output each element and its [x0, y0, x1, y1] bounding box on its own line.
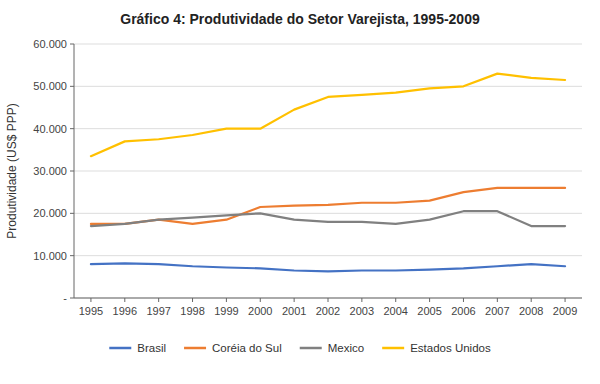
x-tick-label: 2009 — [553, 305, 577, 317]
x-tick — [497, 298, 498, 302]
x-tick-label: 1998 — [180, 305, 204, 317]
legend-swatch — [300, 347, 322, 350]
x-tick-label: 1999 — [214, 305, 238, 317]
x-tick-label: 1996 — [113, 305, 137, 317]
series-line — [91, 263, 565, 271]
x-tick-label: 2000 — [248, 305, 272, 317]
grid-line — [74, 86, 582, 87]
plot-area — [91, 74, 565, 272]
x-tick-label: 2004 — [383, 305, 407, 317]
x-tick — [124, 298, 125, 302]
grid-line — [74, 44, 582, 45]
x-tick — [294, 298, 295, 302]
y-tick-label: 50.000 — [33, 80, 67, 92]
y-axis — [74, 44, 75, 298]
x-tick-label: 2008 — [519, 305, 543, 317]
legend-label: Estados Unidos — [410, 342, 491, 354]
y-tick-label: - — [63, 292, 67, 304]
x-tick — [463, 298, 464, 302]
background — [0, 0, 600, 384]
grid-line — [74, 128, 582, 129]
legend-label: Coréia do Sul — [212, 342, 282, 354]
y-axis-label: Produtividade (US$ PPP) — [5, 103, 19, 238]
x-tick — [328, 298, 329, 302]
x-tick — [531, 298, 532, 302]
y-tick — [70, 128, 74, 129]
chart: Gráfico 4: Produtividade do Setor Vareji… — [0, 0, 600, 384]
y-tick-label: 10.000 — [33, 250, 67, 262]
legend-item: Coréia do Sul — [184, 342, 282, 354]
x-tick — [158, 298, 159, 302]
series-line — [91, 74, 565, 157]
x-tick — [395, 298, 396, 302]
x-tick — [90, 298, 91, 302]
x-tick-label: 2001 — [282, 305, 306, 317]
legend: Brasil Coréia do Sul Mexico Estados Unidos — [109, 342, 491, 354]
grid-line — [74, 298, 582, 299]
y-tick — [70, 255, 74, 256]
grid-line — [74, 171, 582, 172]
x-axis — [74, 298, 582, 299]
legend-item: Mexico — [300, 342, 364, 354]
title: Gráfico 4: Produtividade do Setor Vareji… — [120, 11, 480, 27]
x-tick — [226, 298, 227, 302]
legend-swatch — [184, 347, 206, 350]
legend-item: Brasil — [109, 342, 166, 354]
y-tick — [70, 44, 74, 45]
x-tick — [260, 298, 261, 302]
x-tick-label: 2007 — [485, 305, 509, 317]
legend-item: Estados Unidos — [382, 342, 491, 354]
y-tick-label: 20.000 — [33, 207, 67, 219]
y-tick — [70, 171, 74, 172]
x-tick — [361, 298, 362, 302]
grid-line — [74, 213, 582, 214]
x-tick-label: 2005 — [417, 305, 441, 317]
y-tick-label: 30.000 — [33, 165, 67, 177]
x-tick-label: 2003 — [350, 305, 374, 317]
x-tick-label: 2006 — [451, 305, 475, 317]
grid — [74, 44, 582, 298]
x-tick-label: 1997 — [146, 305, 170, 317]
y-tick-label: 40.000 — [33, 123, 67, 135]
legend-swatch — [109, 347, 131, 350]
y-tick — [70, 213, 74, 214]
y-tick — [70, 298, 74, 299]
legend-swatch — [382, 347, 404, 350]
x-tick — [192, 298, 193, 302]
x-tick — [565, 298, 566, 302]
x-tick-label: 2002 — [316, 305, 340, 317]
series-line — [91, 211, 565, 226]
x-tick — [429, 298, 430, 302]
x-tick-label: 1995 — [79, 305, 103, 317]
legend-label: Brasil — [137, 342, 166, 354]
legend-label: Mexico — [328, 342, 364, 354]
y-tick — [70, 86, 74, 87]
grid-line — [74, 255, 582, 256]
y-tick-label: 60.000 — [33, 38, 67, 50]
